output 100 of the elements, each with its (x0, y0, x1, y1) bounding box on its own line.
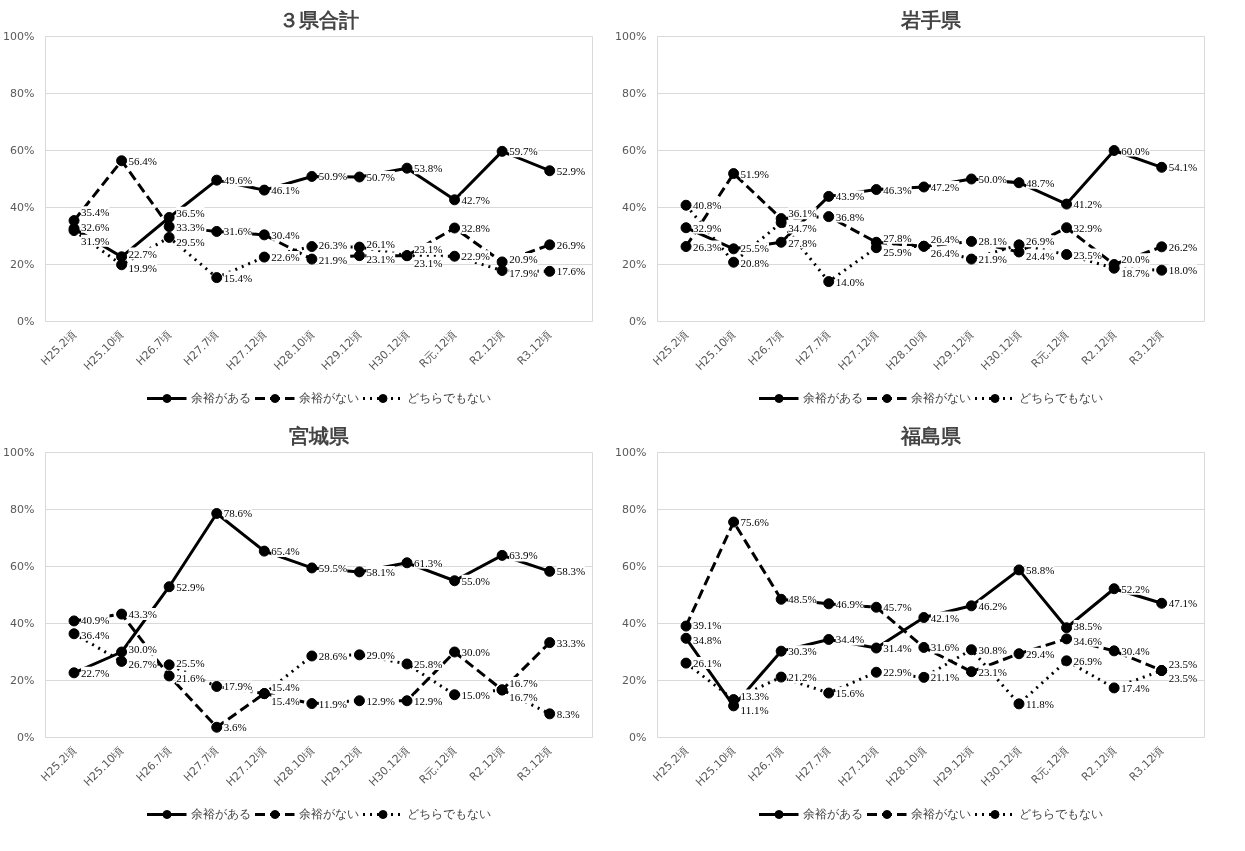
data-label: 58.1% (366, 565, 395, 578)
data-label: 30.3% (788, 645, 817, 658)
data-label: 27.8% (788, 236, 817, 249)
data-label: 38.5% (1073, 620, 1102, 633)
y-tick-label: 0% (17, 315, 35, 328)
data-label: 52.2% (1121, 582, 1150, 595)
data-label: 52.9% (556, 164, 586, 177)
y-tick-label: 40% (10, 201, 35, 214)
data-label: 18.7% (1121, 267, 1150, 280)
data-label: 11.9% (318, 697, 347, 710)
data-label: 32.6% (81, 220, 110, 233)
data-label: 30.0% (128, 643, 158, 656)
data-label: 11.8% (1026, 697, 1055, 710)
legend-label: 余裕がある (191, 805, 251, 823)
x-tick-label: R元.12頃 (1028, 743, 1072, 787)
chart-title: 宮城県 (289, 423, 350, 448)
x-tick-label: R元.12頃 (416, 327, 460, 371)
chart-title: 岩手県 (900, 7, 962, 32)
data-label: 27.8% (883, 231, 912, 244)
data-label: 32.9% (1073, 221, 1102, 234)
y-tick-label: 60% (10, 144, 35, 157)
data-label: 34.8% (693, 633, 722, 646)
data-label: 18.0% (1168, 264, 1198, 277)
y-tick-label: 60% (622, 560, 647, 573)
data-label: 23.1% (414, 242, 443, 255)
data-label: 13.3% (740, 689, 770, 702)
data-label: 46.9% (835, 597, 865, 610)
data-label: 17.6% (556, 265, 586, 278)
y-tick-label: 40% (622, 201, 647, 214)
y-tick-label: 80% (10, 503, 35, 516)
data-label: 23.1% (366, 252, 395, 265)
data-label: 21.9% (978, 253, 1007, 266)
data-label: 11.1% (740, 703, 769, 716)
data-label: 21.2% (788, 671, 817, 684)
data-label: 26.1% (693, 657, 722, 670)
y-tick-label: 40% (10, 617, 35, 630)
data-label: 20.0% (1121, 253, 1150, 266)
data-label: 15.6% (835, 687, 865, 700)
y-tick-label: 100% (3, 30, 35, 43)
data-label: 26.3% (318, 239, 348, 252)
chart-title: 福島県 (900, 423, 962, 448)
data-label: 50.7% (366, 171, 395, 184)
data-label: 35.4% (81, 206, 110, 219)
data-label: 59.7% (509, 145, 538, 158)
data-label: 42.7% (461, 193, 490, 206)
data-label: 17.9% (509, 267, 538, 280)
data-label: 59.5% (318, 561, 348, 574)
y-tick-label: 40% (622, 617, 647, 630)
legend-label: 余裕がない (299, 389, 359, 407)
data-label: 31.6% (223, 225, 253, 238)
data-label: 26.9% (1026, 235, 1055, 248)
data-label: 16.7% (509, 676, 538, 689)
data-label: 22.7% (128, 247, 158, 260)
data-label: 40.8% (693, 199, 722, 212)
x-tick-label: R元.12頃 (416, 743, 460, 787)
data-label: 28.6% (318, 649, 348, 662)
data-label: 21.1% (930, 671, 960, 684)
data-label: 33.3% (176, 221, 205, 234)
data-label: 22.9% (883, 666, 912, 679)
data-label: 15.0% (461, 688, 490, 701)
data-label: 26.2% (1168, 240, 1198, 253)
y-tick-label: 0% (629, 731, 647, 744)
data-label: 20.9% (509, 252, 538, 265)
y-tick-label: 60% (10, 560, 35, 573)
y-tick-label: 100% (3, 446, 35, 459)
data-label: 32.8% (461, 222, 490, 235)
y-tick-label: 20% (10, 258, 35, 271)
data-label: 15.4% (271, 680, 300, 693)
data-label: 22.9% (461, 250, 490, 263)
data-label: 17.9% (223, 680, 253, 693)
y-tick-label: 80% (622, 503, 647, 516)
data-label: 31.6% (930, 641, 960, 654)
data-label: 21.6% (176, 671, 205, 684)
data-label: 15.4% (223, 271, 253, 284)
legend-label: どちらでもない (407, 389, 491, 407)
data-label: 26.9% (1073, 654, 1102, 667)
data-label: 60.0% (1121, 144, 1150, 157)
data-label: 45.7% (883, 601, 912, 614)
legend-label: 余裕がある (803, 389, 863, 407)
x-tick-label: R元.12頃 (1028, 327, 1072, 371)
data-label: 42.1% (930, 611, 960, 624)
data-label: 8.3% (556, 707, 580, 720)
data-label: 25.9% (883, 246, 912, 259)
data-label: 25.5% (176, 657, 205, 670)
data-label: 39.1% (693, 618, 722, 631)
data-label: 29.5% (176, 235, 205, 248)
data-label: 26.4% (930, 247, 960, 260)
data-label: 16.7% (509, 690, 538, 703)
legend-label: 余裕がある (191, 389, 251, 407)
data-label: 34.4% (835, 633, 865, 646)
data-label: 30.4% (271, 228, 300, 241)
y-tick-label: 100% (615, 30, 647, 43)
data-label: 40.9% (81, 614, 110, 627)
y-tick-label: 80% (622, 87, 647, 100)
data-label: 20.8% (740, 256, 770, 269)
chart-title: ３県合計 (279, 7, 359, 32)
y-tick-label: 0% (17, 731, 35, 744)
data-label: 30.8% (978, 643, 1007, 656)
legend-label: どちらでもない (1019, 805, 1103, 823)
legend-label: どちらでもない (407, 805, 491, 823)
